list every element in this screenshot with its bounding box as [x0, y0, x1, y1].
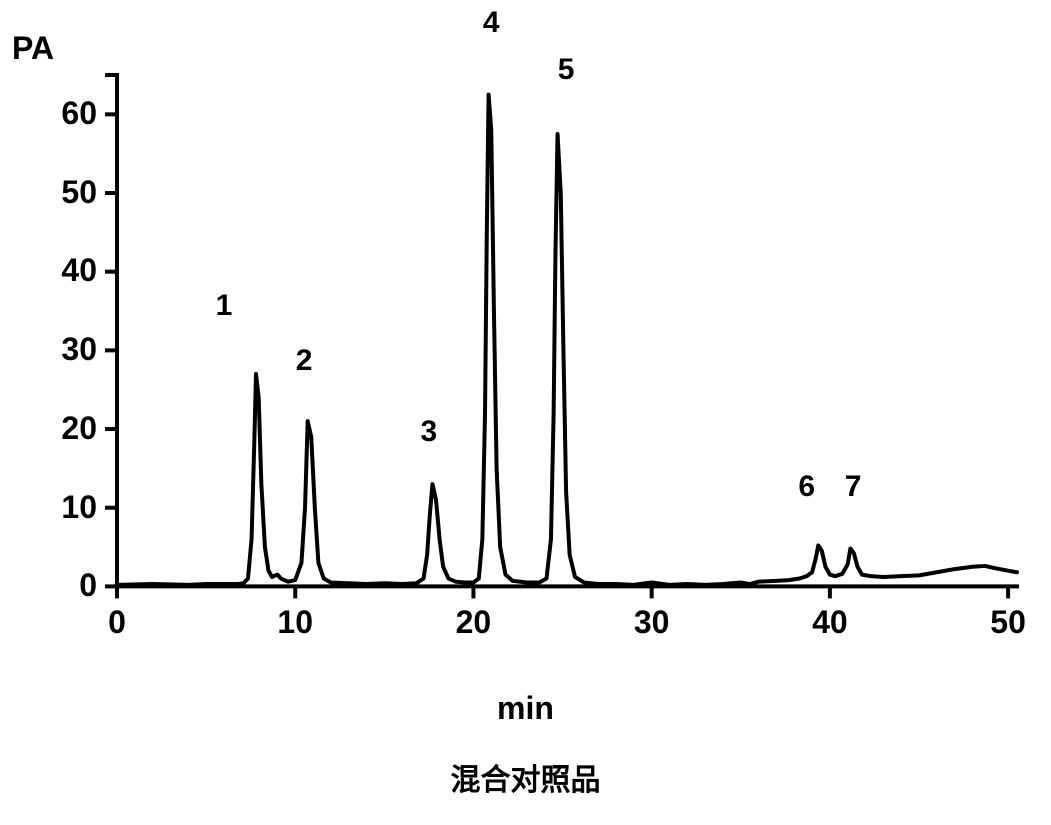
- y-tick-label: 20: [37, 410, 97, 447]
- x-tick-label: 10: [265, 604, 325, 641]
- y-tick-label: 0: [37, 567, 97, 604]
- peak-label: 3: [409, 415, 449, 449]
- peak-label: 4: [471, 6, 511, 40]
- plot-svg: [0, 0, 1051, 825]
- x-tick-label: 0: [87, 604, 147, 641]
- y-tick-label: 50: [37, 174, 97, 211]
- x-tick-label: 30: [622, 604, 682, 641]
- y-tick-label: 40: [37, 252, 97, 289]
- peak-label: 1: [204, 289, 244, 323]
- peak-label: 5: [546, 53, 586, 87]
- peak-label: 2: [284, 344, 324, 378]
- chromatogram-chart: { "chart": { "type": "line", "width_px":…: [0, 0, 1051, 825]
- peak-label: 7: [833, 470, 873, 504]
- x-tick-label: 20: [443, 604, 503, 641]
- y-tick-label: 30: [37, 331, 97, 368]
- y-tick-label: 10: [37, 489, 97, 526]
- peak-label: 6: [787, 470, 827, 504]
- x-tick-label: 40: [800, 604, 860, 641]
- x-tick-label: 50: [978, 604, 1038, 641]
- y-tick-label: 60: [37, 95, 97, 132]
